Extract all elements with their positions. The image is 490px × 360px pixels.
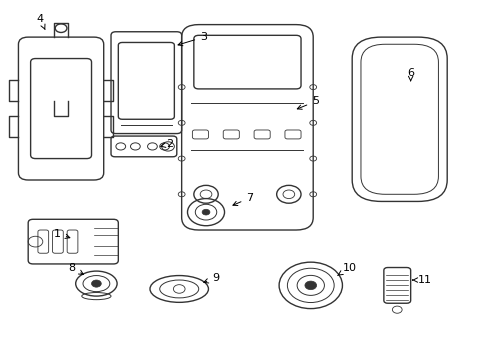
Circle shape: [202, 209, 210, 215]
Text: 10: 10: [338, 262, 357, 275]
Text: 2: 2: [160, 139, 173, 149]
Text: 8: 8: [69, 262, 83, 274]
Text: 4: 4: [37, 14, 45, 30]
Text: 7: 7: [233, 193, 253, 206]
Text: 5: 5: [297, 96, 319, 109]
Text: 3: 3: [178, 32, 207, 46]
Text: 11: 11: [413, 275, 432, 285]
Circle shape: [305, 281, 317, 290]
Text: 1: 1: [54, 229, 70, 239]
Circle shape: [92, 280, 101, 287]
Text: 9: 9: [204, 273, 220, 283]
Text: 6: 6: [407, 68, 414, 81]
